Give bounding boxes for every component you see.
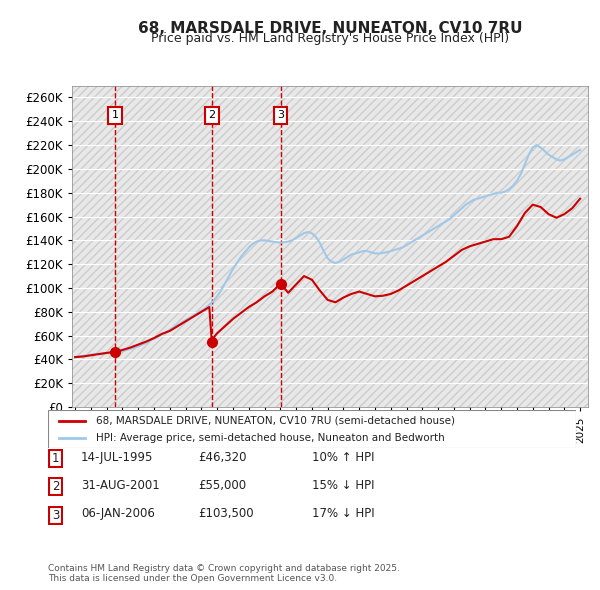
Text: 10% ↑ HPI: 10% ↑ HPI [312, 451, 374, 464]
Text: 31-AUG-2001: 31-AUG-2001 [81, 479, 160, 492]
Text: £103,500: £103,500 [198, 507, 254, 520]
Text: 15% ↓ HPI: 15% ↓ HPI [312, 479, 374, 492]
FancyBboxPatch shape [49, 507, 62, 523]
Text: Price paid vs. HM Land Registry's House Price Index (HPI): Price paid vs. HM Land Registry's House … [151, 32, 509, 45]
Text: 06-JAN-2006: 06-JAN-2006 [81, 507, 155, 520]
Text: 17% ↓ HPI: 17% ↓ HPI [312, 507, 374, 520]
Text: 68, MARSDALE DRIVE, NUNEATON, CV10 7RU (semi-detached house): 68, MARSDALE DRIVE, NUNEATON, CV10 7RU (… [95, 416, 455, 426]
Text: Contains HM Land Registry data © Crown copyright and database right 2025.
This d: Contains HM Land Registry data © Crown c… [48, 563, 400, 583]
Text: HPI: Average price, semi-detached house, Nuneaton and Bedworth: HPI: Average price, semi-detached house,… [95, 432, 444, 442]
Text: 3: 3 [52, 509, 59, 522]
FancyBboxPatch shape [49, 478, 62, 495]
Text: £46,320: £46,320 [198, 451, 247, 464]
Text: 3: 3 [277, 110, 284, 120]
FancyBboxPatch shape [48, 410, 576, 448]
Text: 1: 1 [112, 110, 119, 120]
Text: 68, MARSDALE DRIVE, NUNEATON, CV10 7RU: 68, MARSDALE DRIVE, NUNEATON, CV10 7RU [138, 21, 522, 35]
Text: 2: 2 [208, 110, 215, 120]
Text: 1: 1 [52, 452, 59, 465]
Text: 2: 2 [52, 480, 59, 493]
Text: £55,000: £55,000 [198, 479, 246, 492]
Text: 14-JUL-1995: 14-JUL-1995 [81, 451, 154, 464]
FancyBboxPatch shape [49, 450, 62, 467]
